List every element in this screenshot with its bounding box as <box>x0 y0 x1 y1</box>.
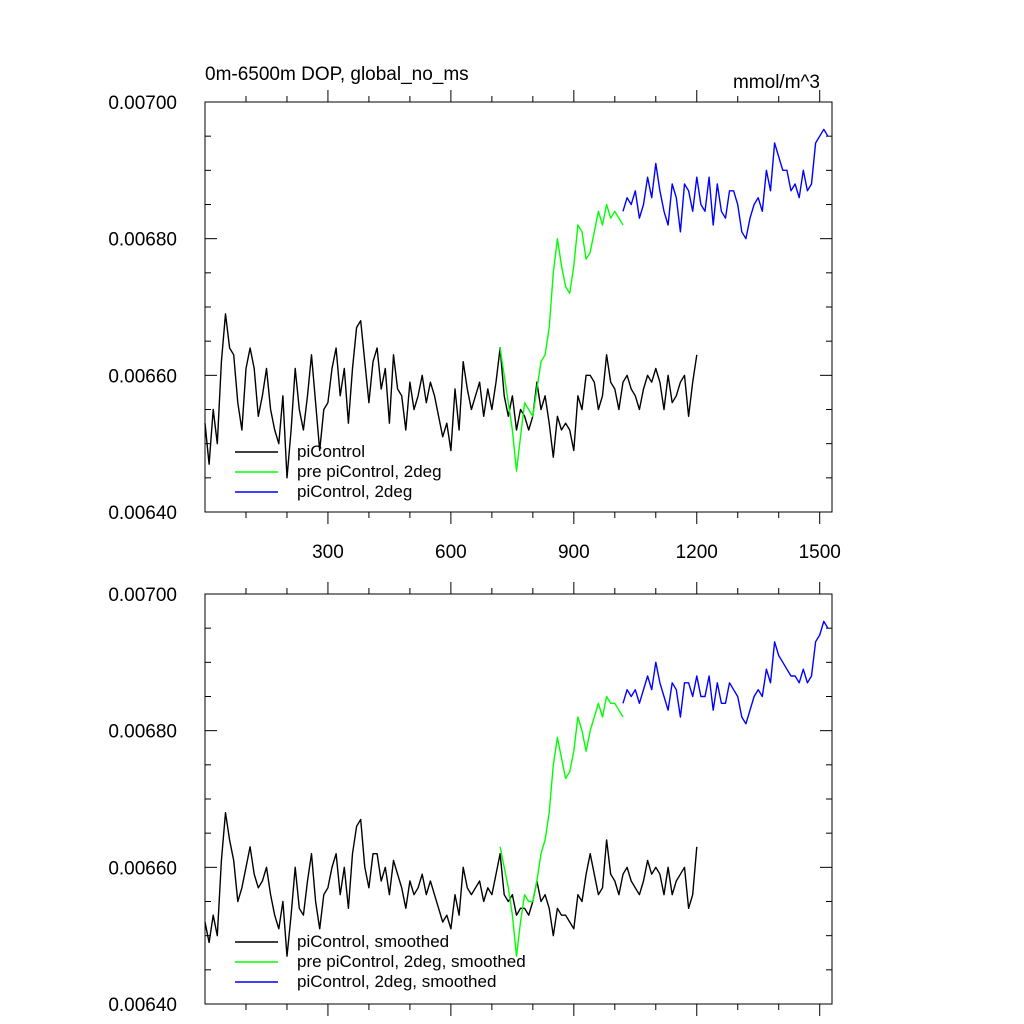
panel-top: 0.00640 0.00660 0.00680 0.00700 300 600 900 120… <box>108 64 841 563</box>
units-label: mmol/m^3 <box>733 72 820 93</box>
y-tick-label: 0.00660 <box>108 858 177 879</box>
series-line-2 <box>499 695 624 957</box>
legend-label: pre piControl, 2deg, smoothed <box>297 952 526 971</box>
legend-label: piControl <box>297 442 365 461</box>
y-tick-label: 0.00680 <box>108 230 177 251</box>
y-tick-label: 0.00640 <box>108 503 177 524</box>
x-tick-label: 1200 <box>676 542 718 563</box>
series-line-3 <box>622 128 829 240</box>
panel-bottom: 0.00640 0.00660 0.00680 0.00700 piControl, s… <box>108 582 833 1016</box>
y-tick-label: 0.00660 <box>108 366 177 387</box>
y-tick-label: 0.00640 <box>108 995 177 1016</box>
chart-title: 0m-6500m DOP, global_no_ms <box>205 64 469 85</box>
legend-label: piControl, 2deg, smoothed <box>297 972 496 991</box>
series-line-1 <box>204 812 698 957</box>
legend-label: piControl, smoothed <box>297 932 449 951</box>
series-line-2 <box>499 203 624 472</box>
series-line-3 <box>622 620 829 725</box>
y-tick-label: 0.00680 <box>108 722 177 743</box>
y-tick-label: 0.00700 <box>108 93 177 114</box>
legend-label: piControl, 2deg <box>297 482 412 501</box>
x-tick-label: 600 <box>435 542 467 563</box>
x-tick-label: 300 <box>312 542 344 563</box>
series-line-1 <box>204 313 698 479</box>
legend-label: pre piControl, 2deg <box>297 462 442 481</box>
x-tick-label: 1500 <box>799 542 841 563</box>
x-tick-label: 900 <box>558 542 590 563</box>
y-tick-label: 0.00700 <box>108 585 177 606</box>
